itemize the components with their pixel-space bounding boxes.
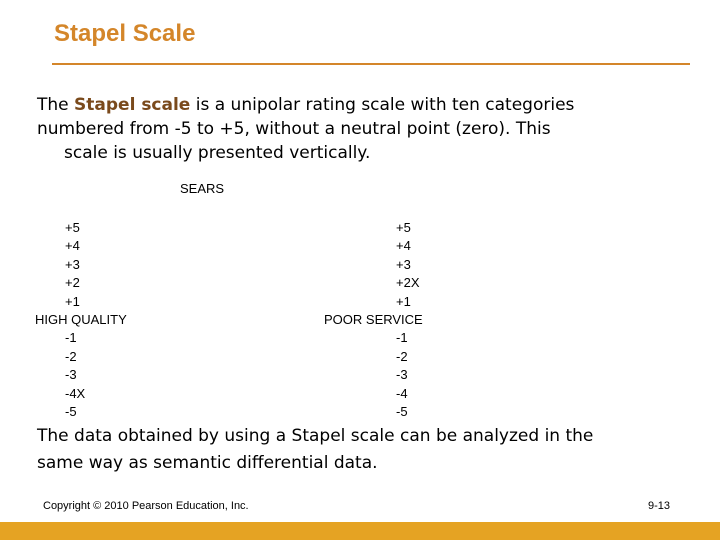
intro-line-1-post: is a unipolar rating scale with ten cate… [190,95,575,115]
title-underline [52,63,690,65]
left-scale: +5 +4 +3 +2 +1 HIGH QUALITY -1 -2 -3 -4X… [35,219,127,421]
scale-value: +1 [65,293,80,309]
intro-paragraph: The Stapel scale is a unipolar rating sc… [37,93,707,165]
copyright-notice: Copyright © 2010 Pearson Education, Inc. [43,500,249,512]
outro-paragraph: The data obtained by using a Stapel scal… [37,423,707,477]
scale-value: -1 [396,330,408,346]
scale-value: -4 [396,385,408,401]
scale-value: +4 [396,238,411,254]
outro-line-1: The data obtained by using a Stapel scal… [37,426,594,446]
intro-line-1: The Stapel scale is a unipolar rating sc… [37,93,707,117]
bottom-accent-bar [0,522,720,540]
scale-value: +5 [65,220,80,235]
scale-value-marked: -4X [65,385,86,401]
scale-value: -1 [65,330,77,346]
scale-value: +1 [396,293,411,309]
intro-line-3: scale is usually presented vertically. [64,143,371,163]
intro-line-2: numbered from -5 to +5, without a neutra… [37,119,551,139]
intro-emphasis: Stapel scale [74,95,191,115]
scale-value: +5 [396,220,411,235]
scale-value-marked: +2X [396,275,420,291]
scale-attribute-label: POOR SERVICE [324,312,423,328]
scale-value: +3 [396,256,411,272]
right-scale: +5 +4 +3 +2X +1 POOR SERVICE -1 -2 -3 -4… [324,219,423,421]
scale-value: +3 [65,256,80,272]
intro-line-1-pre: The [37,95,75,115]
scale-value: -5 [396,404,408,420]
brand-label: SEARS [180,181,225,196]
scale-attribute-label: HIGH QUALITY [35,312,127,328]
page-number: 9-13 [648,500,671,512]
scale-value: -5 [65,404,77,420]
scale-value: +2 [65,275,80,291]
scale-value: -2 [396,348,408,364]
scale-value: -3 [396,367,408,383]
scale-value: -3 [65,367,77,383]
scale-value: +4 [65,238,80,254]
scale-value: -2 [65,348,77,364]
outro-line-2: same way as semantic differential data. [37,453,378,473]
slide-title: Stapel Scale [54,20,196,47]
